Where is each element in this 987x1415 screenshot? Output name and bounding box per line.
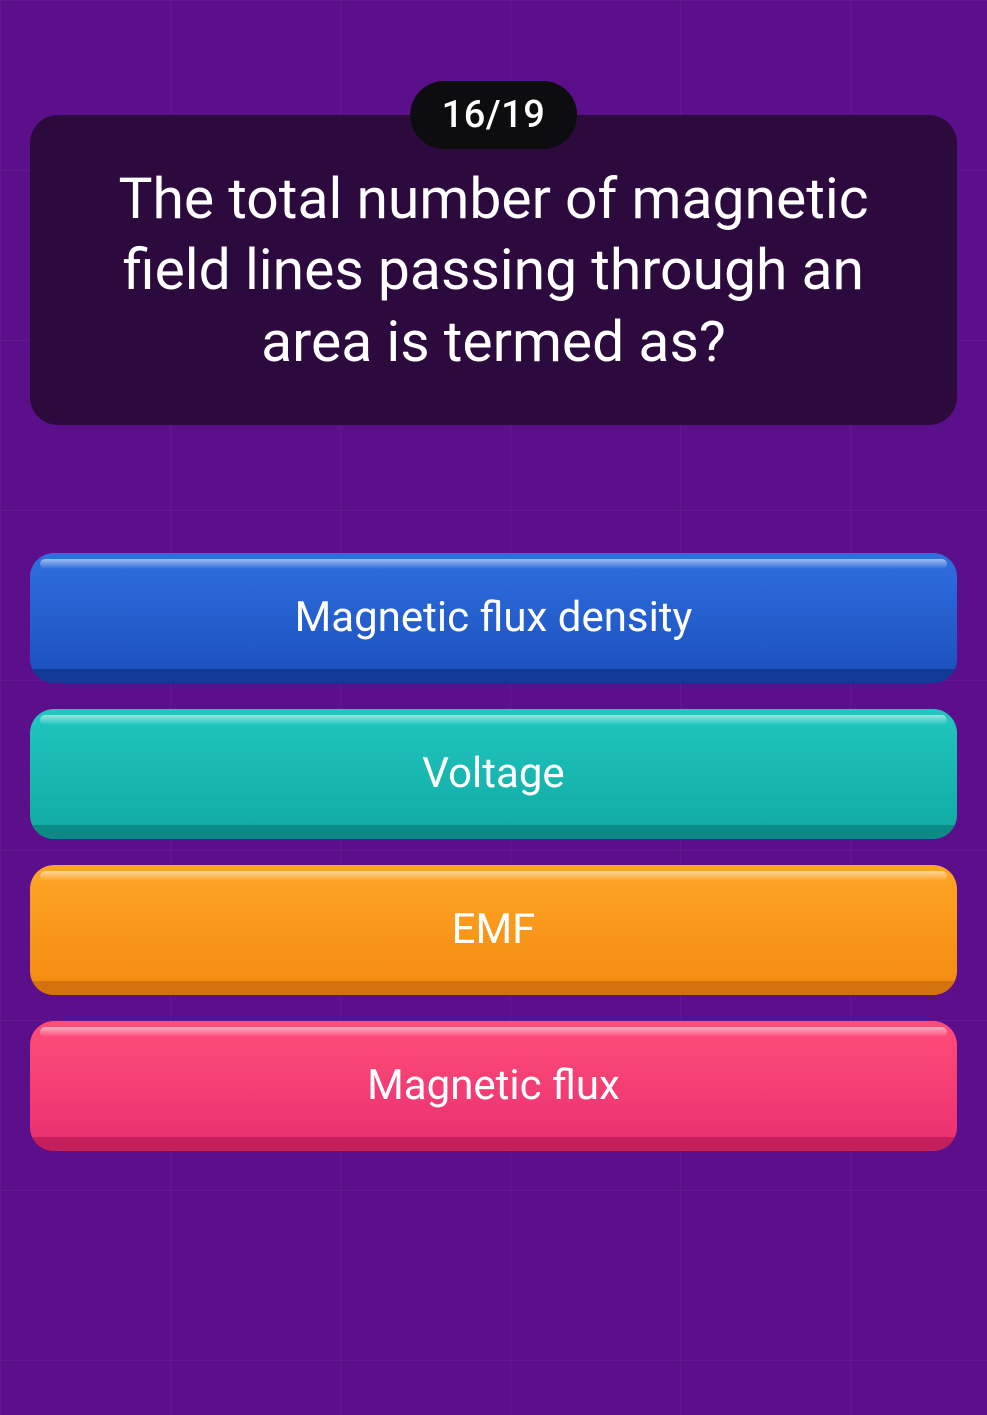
question-card: 16/19 The total number of magnetic field… (30, 115, 957, 425)
progress-pill: 16/19 (410, 81, 578, 149)
answer-label: Magnetic flux density (295, 593, 693, 642)
answer-option-0[interactable]: Magnetic flux density (30, 553, 957, 683)
answer-label: EMF (452, 905, 536, 954)
progress-text: 16/19 (442, 93, 546, 137)
answer-label: Magnetic flux (367, 1061, 620, 1110)
answer-option-3[interactable]: Magnetic flux (30, 1021, 957, 1151)
answer-option-2[interactable]: EMF (30, 865, 957, 995)
answers-container: Magnetic flux density Voltage EMF Magnet… (30, 553, 957, 1151)
answer-option-1[interactable]: Voltage (30, 709, 957, 839)
quiz-screen: 16/19 The total number of magnetic field… (0, 0, 987, 1415)
answer-label: Voltage (422, 749, 564, 798)
question-text: The total number of magnetic field lines… (70, 163, 917, 377)
